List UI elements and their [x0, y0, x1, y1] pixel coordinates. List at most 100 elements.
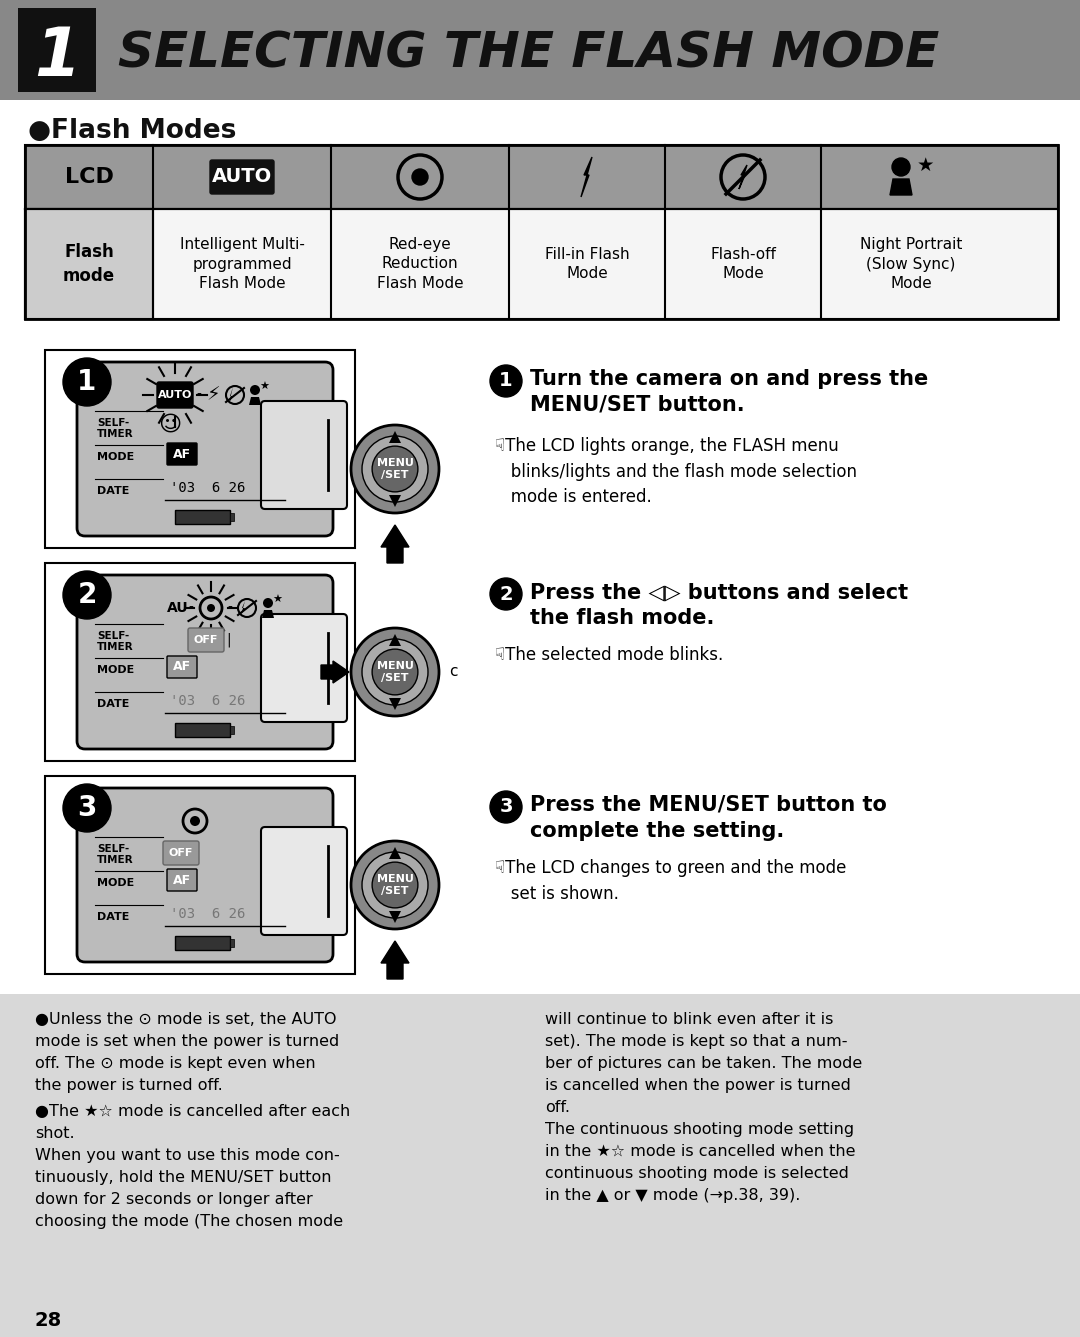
Text: MENU
/SET: MENU /SET	[377, 662, 414, 683]
Text: MENU
/SET: MENU /SET	[377, 459, 414, 480]
Text: DATE: DATE	[97, 699, 130, 709]
Text: Flash
mode: Flash mode	[63, 243, 116, 285]
Circle shape	[249, 385, 260, 394]
Text: |: |	[227, 632, 231, 647]
FancyArrow shape	[321, 660, 349, 683]
Text: ●Flash Modes: ●Flash Modes	[28, 118, 237, 144]
Text: SELECTING THE FLASH MODE: SELECTING THE FLASH MODE	[118, 29, 940, 78]
FancyBboxPatch shape	[77, 362, 333, 536]
FancyBboxPatch shape	[188, 628, 224, 652]
Text: ●Unless the ⊙ mode is set, the AUTO
mode is set when the power is turned
off. Th: ●Unless the ⊙ mode is set, the AUTO mode…	[35, 1012, 339, 1092]
Text: ☟The selected mode blinks.: ☟The selected mode blinks.	[495, 646, 724, 664]
Bar	[175, 723, 230, 737]
Text: 1: 1	[33, 24, 80, 90]
Text: will continue to blink even after it is
set). The mode is kept so that a num-
be: will continue to blink even after it is …	[545, 1012, 862, 1203]
Text: SELF-
TIMER: SELF- TIMER	[97, 418, 134, 439]
Text: Flash-off
Mode: Flash-off Mode	[710, 246, 775, 281]
Text: c: c	[449, 664, 458, 679]
FancyBboxPatch shape	[167, 869, 197, 890]
Text: MODE: MODE	[97, 664, 134, 675]
Circle shape	[362, 639, 428, 705]
Circle shape	[490, 792, 522, 824]
Bar	[25, 209, 153, 320]
Polygon shape	[890, 179, 912, 195]
Polygon shape	[229, 386, 233, 402]
Polygon shape	[389, 431, 401, 443]
Text: ☟The LCD lights orange, the FLASH menu
   blinks/lights and the flash mode selec: ☟The LCD lights orange, the FLASH menu b…	[495, 437, 858, 507]
Text: LCD: LCD	[65, 167, 113, 187]
Polygon shape	[262, 610, 274, 618]
Circle shape	[351, 628, 438, 717]
Polygon shape	[581, 156, 592, 197]
Text: 28: 28	[35, 1310, 63, 1329]
Text: MODE: MODE	[97, 452, 134, 463]
Circle shape	[362, 852, 428, 919]
Text: ☟The LCD changes to green and the mode
   set is shown.: ☟The LCD changes to green and the mode s…	[495, 858, 847, 902]
Text: '03  6 26: '03 6 26	[170, 481, 245, 495]
Bar	[0, 993, 1080, 1337]
Bar	[25, 144, 1058, 320]
FancyBboxPatch shape	[163, 841, 199, 865]
Polygon shape	[249, 397, 261, 405]
Bar	[175, 509, 230, 524]
FancyBboxPatch shape	[261, 614, 347, 722]
Text: ★: ★	[916, 155, 934, 175]
Text: 3: 3	[78, 794, 97, 822]
Text: Night Portrait
(Slow Sync)
Mode: Night Portrait (Slow Sync) Mode	[860, 237, 962, 291]
Text: 2: 2	[78, 582, 97, 608]
Text: Intelligent Multi-
programmed
Flash Mode: Intelligent Multi- programmed Flash Mode	[179, 237, 305, 291]
Text: '03  6 26: '03 6 26	[170, 906, 245, 921]
Text: Red-eye
Reduction
Flash Mode: Red-eye Reduction Flash Mode	[377, 237, 463, 291]
Circle shape	[264, 598, 273, 608]
Text: ●The ★☆ mode is cancelled after each
shot.
When you want to use this mode con-
t: ●The ★☆ mode is cancelled after each sho…	[35, 1104, 350, 1229]
Polygon shape	[389, 910, 401, 923]
FancyBboxPatch shape	[210, 160, 274, 194]
Text: ★: ★	[259, 382, 269, 392]
Text: Fill-in Flash
Mode: Fill-in Flash Mode	[544, 246, 630, 281]
Circle shape	[63, 783, 111, 832]
Text: SELF-
TIMER: SELF- TIMER	[97, 844, 134, 865]
Circle shape	[490, 365, 522, 397]
Text: DATE: DATE	[97, 487, 130, 496]
Bar	[45, 350, 355, 548]
FancyBboxPatch shape	[157, 382, 193, 408]
Text: 1: 1	[499, 372, 513, 390]
Bar	[0, 0, 1080, 100]
Polygon shape	[389, 634, 401, 646]
Text: Press the MENU/SET button to
complete the setting.: Press the MENU/SET button to complete th…	[530, 796, 887, 841]
FancyArrow shape	[381, 941, 409, 979]
Polygon shape	[739, 164, 747, 189]
Circle shape	[373, 862, 418, 908]
Circle shape	[373, 447, 418, 492]
Circle shape	[490, 578, 522, 610]
Bar	[25, 209, 1058, 320]
Text: OFF: OFF	[168, 848, 193, 858]
Bar	[25, 144, 1058, 209]
Bar	[175, 936, 230, 951]
Bar	[230, 726, 234, 734]
Bar	[45, 563, 355, 761]
Circle shape	[373, 650, 418, 695]
Text: 3: 3	[499, 797, 513, 817]
Text: ☺: ☺	[159, 414, 181, 435]
Text: 1: 1	[78, 368, 96, 396]
Text: MODE: MODE	[97, 878, 134, 888]
Text: J: J	[332, 664, 336, 679]
Text: ⚡: ⚡	[206, 385, 220, 405]
Text: 2: 2	[499, 584, 513, 603]
Text: '03  6 26: '03 6 26	[170, 694, 245, 709]
Circle shape	[63, 571, 111, 619]
Polygon shape	[389, 495, 401, 507]
FancyArrow shape	[381, 525, 409, 563]
Bar	[230, 513, 234, 521]
Text: SELF-
TIMER: SELF- TIMER	[97, 631, 134, 652]
Text: AF: AF	[173, 660, 191, 674]
FancyBboxPatch shape	[261, 828, 347, 935]
Text: AF: AF	[173, 448, 191, 460]
Text: OFF: OFF	[193, 635, 218, 644]
FancyBboxPatch shape	[77, 575, 333, 749]
Polygon shape	[389, 848, 401, 858]
Circle shape	[351, 425, 438, 513]
Text: AU: AU	[167, 602, 189, 615]
Text: -: -	[197, 388, 202, 402]
